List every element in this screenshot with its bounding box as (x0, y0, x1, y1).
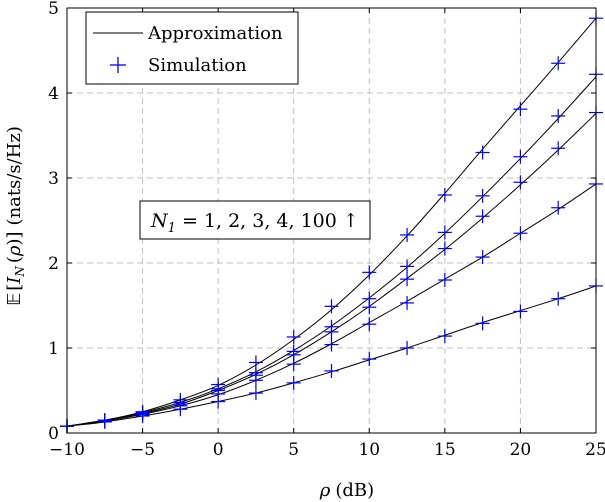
x-tick-label: 25 (585, 440, 605, 460)
y-tick-label: 2 (48, 254, 59, 274)
simulation-point (362, 352, 377, 367)
legend-box (85, 11, 299, 85)
simulation-point (135, 404, 150, 419)
annotation-text: N1 = 1, 2, 3, 4, 100 ↑ (150, 210, 359, 236)
simulation-point (324, 337, 339, 352)
simulation-point (437, 329, 452, 344)
simulation-point (551, 141, 566, 156)
legend-approximation-label: Approximation (147, 23, 283, 44)
simulation-point (513, 226, 528, 241)
n1-annotation: N1 = 1, 2, 3, 4, 100 ↑ (139, 200, 371, 240)
simulation-point (173, 392, 188, 407)
simulation-point (211, 377, 226, 392)
simulation-point (248, 355, 263, 370)
simulation-point (400, 341, 415, 355)
simulation-point (324, 363, 339, 378)
simulation-series-3 (60, 105, 603, 434)
simulation-point (475, 145, 490, 160)
simulation-point (324, 299, 339, 314)
simulation-point (362, 291, 377, 306)
y-tick-label: 4 (48, 84, 59, 104)
simulation-point (400, 259, 415, 274)
simulation-point (437, 225, 452, 240)
simulation-point (400, 295, 415, 310)
x-tick-label: 15 (434, 440, 456, 460)
simulation-point (513, 149, 528, 164)
simulation-point (362, 265, 377, 280)
approximation-curve-3 (66, 113, 597, 427)
simulation-point (362, 317, 377, 332)
simulation-point (475, 316, 490, 331)
simulation-point (286, 329, 301, 344)
plot-frame (66, 7, 597, 434)
simulation-point (97, 413, 112, 428)
simulation-point (551, 200, 566, 215)
y-tick-label: 1 (48, 339, 59, 359)
x-tick-label: −5 (130, 440, 155, 460)
simulation-point (286, 375, 301, 390)
simulation-point (513, 304, 528, 319)
legend-simulation-marker (110, 57, 126, 73)
simulation-point (551, 291, 566, 306)
simulation-point (400, 227, 415, 242)
x-tick-label: −10 (49, 440, 85, 460)
x-tick-label: 0 (213, 440, 224, 460)
y-tick-label: 5 (48, 0, 59, 19)
x-tick-label: 20 (510, 440, 532, 460)
simulation-point (513, 175, 528, 190)
legend-simulation-label: Simulation (148, 55, 247, 76)
simulation-point (437, 273, 452, 287)
simulation-point (248, 386, 263, 401)
y-tick-label: 0 (48, 424, 59, 444)
simulation-point (551, 56, 566, 71)
y-axis-label: 𝔼[IN(ρ)](nats/s/Hz) (4, 126, 27, 306)
x-tick-label: 5 (288, 440, 299, 460)
x-tick-label: 10 (358, 440, 380, 460)
x-axis-label: ρ (dB) (319, 480, 374, 501)
simulation-point (400, 272, 415, 287)
simulation-point (475, 209, 490, 224)
simulation-point (324, 319, 339, 334)
annotation-box (139, 200, 371, 240)
simulation-point (475, 250, 490, 265)
simulation-markers (60, 11, 603, 434)
simulation-point (437, 241, 452, 256)
y-tick-label: 3 (48, 169, 59, 189)
simulation-point (551, 108, 566, 123)
simulation-series-4 (60, 67, 603, 434)
legend: Approximation Simulation (85, 11, 299, 85)
axis-ticks: −10 −5 0 5 10 15 20 25 0 1 2 3 4 5 (48, 0, 605, 460)
simulation-point (437, 188, 452, 202)
simulation-point (475, 188, 490, 203)
simulation-point (513, 102, 528, 117)
simulation-point (286, 344, 301, 359)
